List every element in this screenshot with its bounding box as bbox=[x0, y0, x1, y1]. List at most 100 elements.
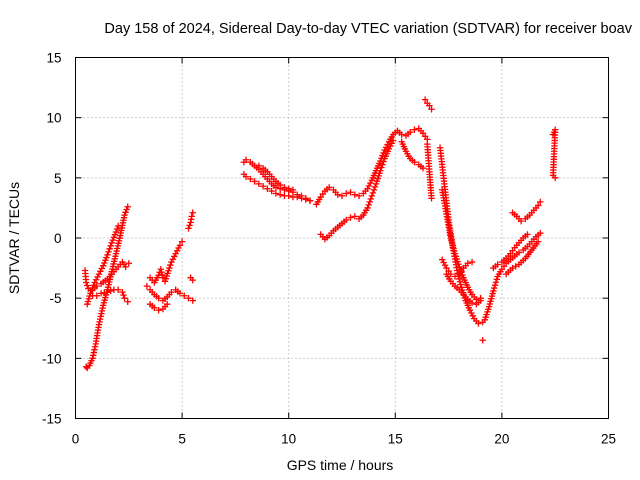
data-point bbox=[151, 304, 158, 311]
y-tick-label: 5 bbox=[54, 171, 62, 186]
data-point bbox=[426, 102, 433, 109]
series-seg-b bbox=[143, 282, 196, 304]
y-axis-label: SDTVAR / TECUs bbox=[6, 182, 22, 294]
data-point bbox=[82, 279, 90, 286]
series-seg-b-end bbox=[185, 209, 196, 284]
series-seg-f-end bbox=[549, 126, 559, 182]
series-seg-f-2 bbox=[490, 231, 531, 272]
series-seg-e-2 bbox=[439, 186, 484, 303]
series-seg-f-3 bbox=[502, 238, 542, 278]
data-point bbox=[281, 184, 288, 191]
data-point bbox=[377, 167, 384, 174]
data-point bbox=[123, 206, 130, 213]
data-point bbox=[247, 175, 254, 183]
data-point bbox=[411, 158, 418, 166]
data-point bbox=[454, 270, 462, 277]
data-point bbox=[388, 140, 395, 147]
data-point bbox=[369, 189, 377, 197]
data-point bbox=[91, 279, 98, 286]
data-point bbox=[440, 259, 447, 266]
data-point bbox=[421, 96, 429, 103]
data-point bbox=[173, 247, 181, 255]
data-point bbox=[92, 276, 100, 283]
data-point bbox=[439, 256, 446, 263]
series-seg-a-rise bbox=[82, 203, 131, 372]
data-point bbox=[189, 297, 196, 304]
data-point bbox=[428, 106, 435, 113]
data-point bbox=[411, 126, 418, 133]
data-point bbox=[172, 250, 179, 257]
series-seg-b-low bbox=[146, 300, 171, 314]
data-point bbox=[168, 288, 175, 296]
data-point bbox=[464, 260, 471, 267]
data-point bbox=[492, 279, 500, 286]
data-point bbox=[119, 288, 126, 296]
series-seg-e-4 bbox=[443, 270, 484, 308]
data-point bbox=[494, 261, 501, 268]
series-seg-d-bottom bbox=[398, 138, 427, 172]
data-point bbox=[178, 238, 186, 245]
data-point bbox=[143, 282, 151, 290]
data-point bbox=[334, 191, 341, 198]
y-tick-label: -5 bbox=[49, 291, 61, 306]
data-point bbox=[367, 179, 374, 187]
x-tick-label: 5 bbox=[178, 432, 186, 447]
series-seg-d-peak bbox=[421, 96, 435, 113]
data-point bbox=[351, 213, 358, 220]
series-seg-a-sub bbox=[89, 286, 131, 305]
axis-ticks: 0 5 10 15 20 25 -15 -10 -5 0 5 10 15 bbox=[42, 51, 616, 447]
data-point bbox=[368, 192, 376, 200]
data-point bbox=[468, 299, 476, 307]
data-point bbox=[242, 156, 250, 163]
data-point bbox=[97, 268, 104, 275]
data-point bbox=[181, 292, 188, 299]
data-point bbox=[517, 217, 525, 225]
data-point bbox=[95, 270, 103, 278]
series-seg-d-drop bbox=[424, 140, 435, 202]
data-point bbox=[107, 242, 114, 250]
y-tick-label: 15 bbox=[46, 51, 61, 66]
data-point bbox=[365, 182, 373, 190]
series-seg-d-top bbox=[394, 125, 431, 143]
x-tick-label: 25 bbox=[601, 432, 616, 447]
data-point bbox=[242, 173, 250, 180]
data-point bbox=[259, 183, 267, 190]
data-point bbox=[285, 185, 292, 192]
data-point bbox=[338, 192, 346, 200]
series-seg-c-lower bbox=[240, 171, 314, 204]
data-point bbox=[479, 337, 486, 344]
data-point bbox=[189, 209, 196, 216]
data-point bbox=[185, 294, 192, 302]
data-point bbox=[121, 211, 128, 219]
data-point bbox=[84, 282, 91, 289]
data-point bbox=[124, 298, 131, 305]
plot-frame bbox=[75, 57, 609, 419]
data-point bbox=[385, 145, 393, 153]
data-points bbox=[81, 96, 559, 372]
data-point bbox=[167, 261, 174, 269]
data-point bbox=[364, 185, 371, 192]
data-point bbox=[306, 197, 314, 204]
data-point bbox=[451, 273, 459, 280]
data-point bbox=[120, 291, 127, 299]
data-point bbox=[93, 282, 101, 290]
x-tick-label: 15 bbox=[388, 432, 403, 447]
data-point bbox=[552, 174, 559, 182]
data-point bbox=[276, 191, 284, 198]
data-point bbox=[302, 196, 309, 203]
y-tick-label: 10 bbox=[46, 111, 61, 126]
data-point bbox=[398, 131, 405, 138]
data-point bbox=[468, 309, 475, 317]
data-point bbox=[104, 251, 111, 259]
data-point bbox=[343, 216, 350, 224]
data-point bbox=[351, 191, 358, 198]
data-point bbox=[121, 294, 128, 302]
y-tick-label: 0 bbox=[54, 231, 62, 246]
data-point bbox=[176, 242, 184, 249]
data-point bbox=[106, 245, 113, 253]
data-point bbox=[491, 284, 498, 292]
data-point bbox=[113, 225, 121, 233]
data-point bbox=[155, 294, 162, 302]
data-point bbox=[268, 187, 275, 195]
